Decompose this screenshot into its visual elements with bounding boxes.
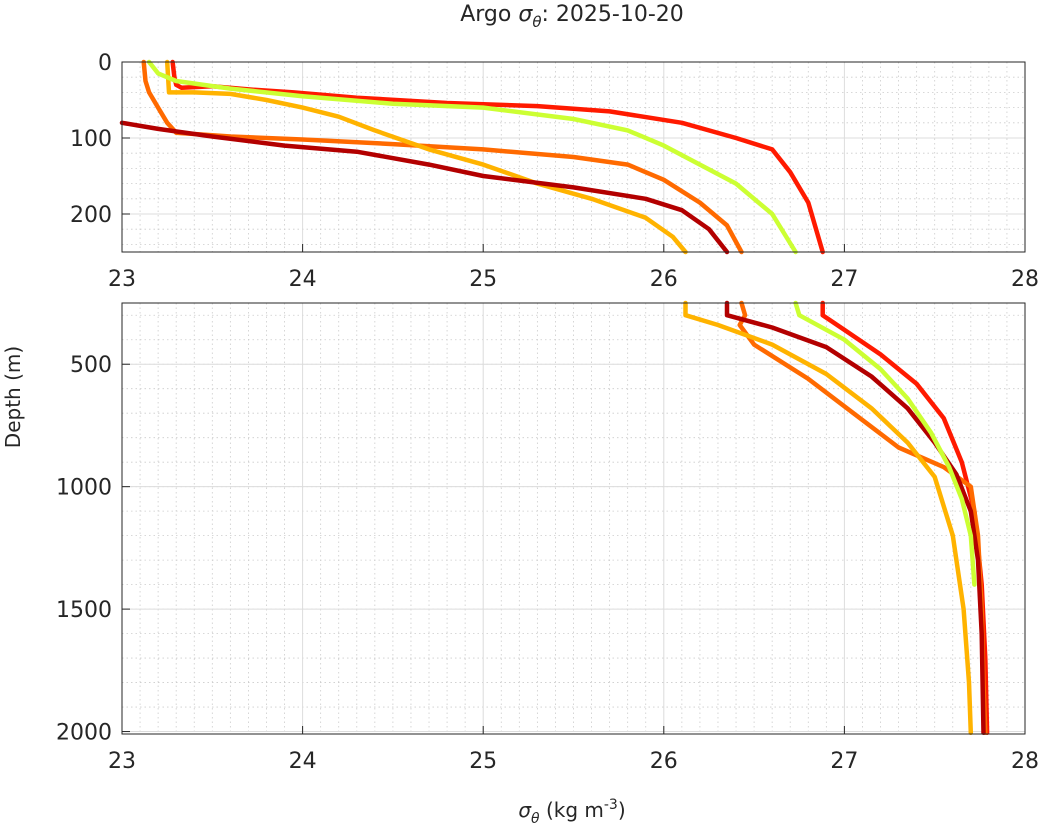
plot-frame-upper xyxy=(121,61,1026,253)
x-tick-label: 23 xyxy=(108,267,136,292)
x-tick-label: 25 xyxy=(469,267,497,292)
series-line-3-lower xyxy=(683,300,974,736)
series-line-4-upper xyxy=(119,120,730,255)
x-tick-label: 24 xyxy=(289,267,317,292)
x-tick-label: 27 xyxy=(830,749,858,774)
y-tick-label: 1000 xyxy=(56,476,112,501)
series-line-1-upper xyxy=(170,59,825,255)
x-tick-label: 27 xyxy=(830,267,858,292)
x-tick-label: 26 xyxy=(650,267,678,292)
y-tick-label: 200 xyxy=(70,203,112,228)
x-tick-label: 26 xyxy=(650,749,678,774)
y-tick-label: 500 xyxy=(70,353,112,378)
grid-layer xyxy=(121,61,1026,734)
x-tick-label: 25 xyxy=(469,749,497,774)
tick-layer: 23 24 25 26 27 28 0 100 200 23 24 25 26 27 28 500 1000 15… xyxy=(56,51,1039,774)
series-line-1-lower xyxy=(820,300,990,736)
x-axis-label: σθ (kg m-3) xyxy=(518,797,625,827)
series-line-2-upper xyxy=(141,59,744,255)
plot-frame-lower xyxy=(121,302,1026,735)
x-tick-label: 24 xyxy=(289,749,317,774)
series-line-5-lower xyxy=(793,300,977,587)
series-line-3-upper xyxy=(164,59,688,255)
y-tick-label: 1500 xyxy=(56,598,112,623)
series-line-5-upper xyxy=(146,59,798,255)
series-line-4-lower xyxy=(724,300,986,736)
y-tick-label: 2000 xyxy=(56,721,112,746)
x-tick-label: 28 xyxy=(1011,749,1039,774)
frame-layer xyxy=(121,61,1026,735)
y-tick-label: 100 xyxy=(70,127,112,152)
x-tick-label: 28 xyxy=(1011,267,1039,292)
y-axis-label: Depth (m) xyxy=(1,346,25,448)
chart-title: Argo σθ: 2025-10-20 xyxy=(460,2,684,31)
series-layer xyxy=(119,59,990,736)
x-tick-label: 23 xyxy=(108,749,136,774)
y-tick-label: 0 xyxy=(98,51,112,76)
